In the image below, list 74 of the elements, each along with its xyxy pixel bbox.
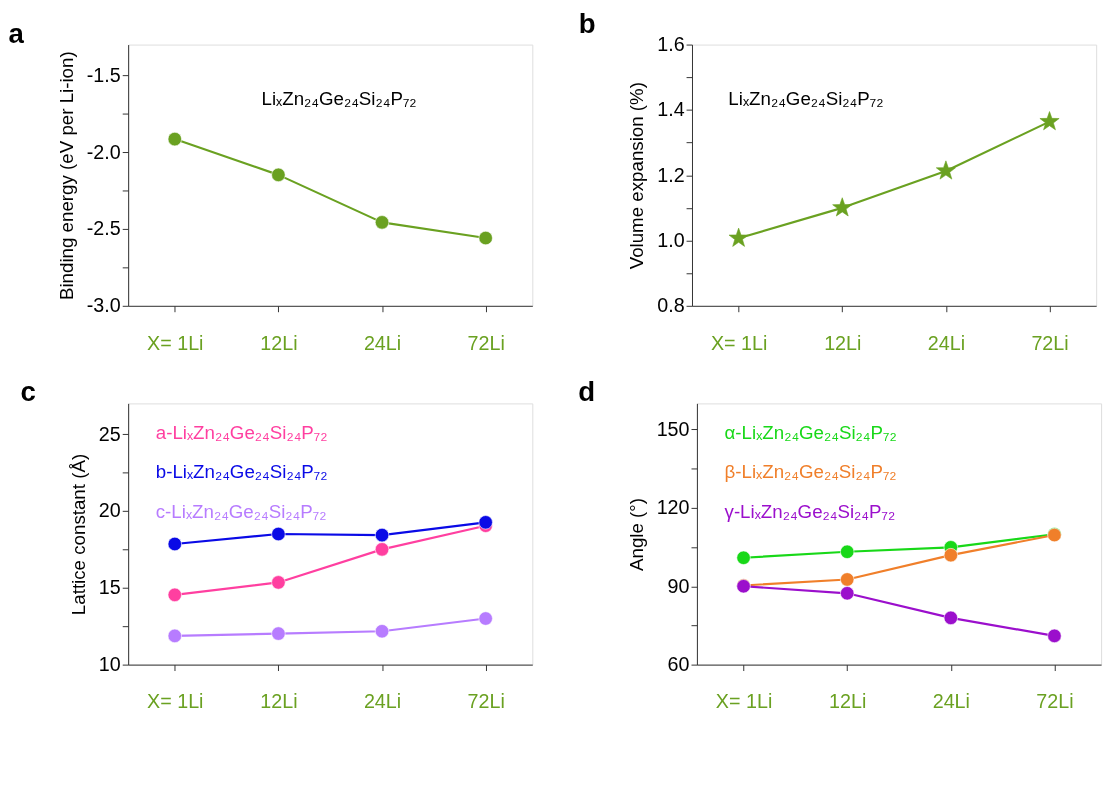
point bbox=[271, 626, 286, 641]
point bbox=[167, 628, 182, 643]
point bbox=[736, 550, 751, 565]
x-tick-label: 72Li bbox=[467, 331, 505, 354]
annotation: LiₓZn₂₄Ge₂₄Si₂₄P₇₂ bbox=[261, 87, 417, 109]
text: β-LiₓZn₂₄Ge₂₄Si₂₄P₇₂ bbox=[724, 461, 897, 483]
point bbox=[271, 575, 286, 590]
y-tick-label: 150 bbox=[656, 417, 690, 440]
point bbox=[167, 536, 182, 552]
point bbox=[840, 544, 855, 559]
y-tick-label: -2.5 bbox=[86, 217, 121, 240]
y-axis-title: Volume expansion (%) bbox=[626, 82, 648, 270]
x-tick-label: 72Li bbox=[1031, 331, 1069, 354]
y-tick-label: 0.8 bbox=[657, 294, 685, 317]
y-tick-label: -3.0 bbox=[86, 294, 121, 317]
chart-title: c bbox=[20, 376, 36, 408]
chart-title: a bbox=[8, 17, 25, 49]
y-tick-label: -1.5 bbox=[86, 63, 121, 86]
point bbox=[374, 624, 390, 639]
point bbox=[1047, 628, 1062, 643]
y-tick-label: 1.4 bbox=[657, 98, 685, 121]
point bbox=[1039, 111, 1060, 131]
x-tick-label: 24Li bbox=[932, 690, 970, 713]
x-tick-label: 24Li bbox=[927, 331, 966, 354]
x-tick-label: 24Li bbox=[363, 331, 402, 354]
point bbox=[167, 587, 182, 602]
point bbox=[271, 526, 286, 542]
text: γ-LiₓZn₂₄Ge₂₄Si₂₄P₇₂ bbox=[724, 500, 896, 522]
x-tick-label: 12Li bbox=[260, 690, 298, 713]
point bbox=[943, 610, 958, 625]
y-tick-label: 60 bbox=[667, 653, 690, 676]
y-tick-label: 25 bbox=[98, 422, 121, 445]
x-tick-label: X= 1Li bbox=[147, 331, 204, 354]
y-tick-label: 120 bbox=[656, 496, 690, 519]
chart-title: b bbox=[578, 7, 596, 39]
point bbox=[840, 572, 855, 587]
point bbox=[832, 197, 853, 217]
y-tick-label: 90 bbox=[667, 574, 690, 597]
x-tick-label: 24Li bbox=[363, 690, 402, 713]
y-tick-label: 1.6 bbox=[657, 32, 685, 55]
x-tick-label: 12Li bbox=[824, 331, 862, 354]
y-tick-label: 10 bbox=[98, 653, 121, 676]
text: b-LiₓZn₂₄Ge₂₄Si₂₄P₇₂ bbox=[155, 461, 328, 483]
x-tick-label: 12Li bbox=[829, 690, 867, 713]
point bbox=[840, 586, 855, 601]
point bbox=[374, 528, 390, 543]
annotation: LiₓZn₂₄Ge₂₄Si₂₄P₇₂ bbox=[728, 87, 884, 109]
text: α-LiₓZn₂₄Ge₂₄Si₂₄P₇₂ bbox=[724, 421, 897, 443]
point bbox=[943, 548, 958, 563]
y-tick-label: 15 bbox=[98, 576, 121, 599]
y-tick-label: 1.2 bbox=[657, 163, 685, 186]
point bbox=[271, 167, 286, 182]
x-tick-label: 72Li bbox=[467, 690, 505, 713]
text: c-LiₓZn₂₄Ge₂₄Si₂₄P₇₂ bbox=[155, 500, 327, 522]
y-axis-title: Angle (°) bbox=[625, 497, 647, 572]
x-tick-label: 12Li bbox=[260, 331, 298, 354]
x-tick-label: X= 1Li bbox=[715, 690, 773, 713]
point bbox=[374, 542, 390, 557]
point bbox=[374, 215, 390, 230]
y-tick-label: 1.0 bbox=[657, 228, 685, 251]
text: a-LiₓZn₂₄Ge₂₄Si₂₄P₇₂ bbox=[155, 421, 328, 443]
point bbox=[167, 132, 182, 147]
y-axis-title: Lattice constant (Å) bbox=[68, 453, 90, 616]
point bbox=[478, 230, 493, 246]
point bbox=[935, 160, 956, 180]
x-tick-label: 72Li bbox=[1036, 690, 1074, 713]
y-tick-label: 20 bbox=[98, 499, 121, 522]
x-tick-label: X= 1Li bbox=[147, 690, 204, 713]
x-tick-label: X= 1Li bbox=[710, 331, 768, 354]
point bbox=[728, 227, 749, 247]
y-axis-title: Binding energy (eV per Li-ion) bbox=[55, 51, 77, 301]
y-tick-label: -2.0 bbox=[86, 140, 121, 163]
point bbox=[478, 611, 493, 626]
chart-title: d bbox=[578, 376, 596, 408]
